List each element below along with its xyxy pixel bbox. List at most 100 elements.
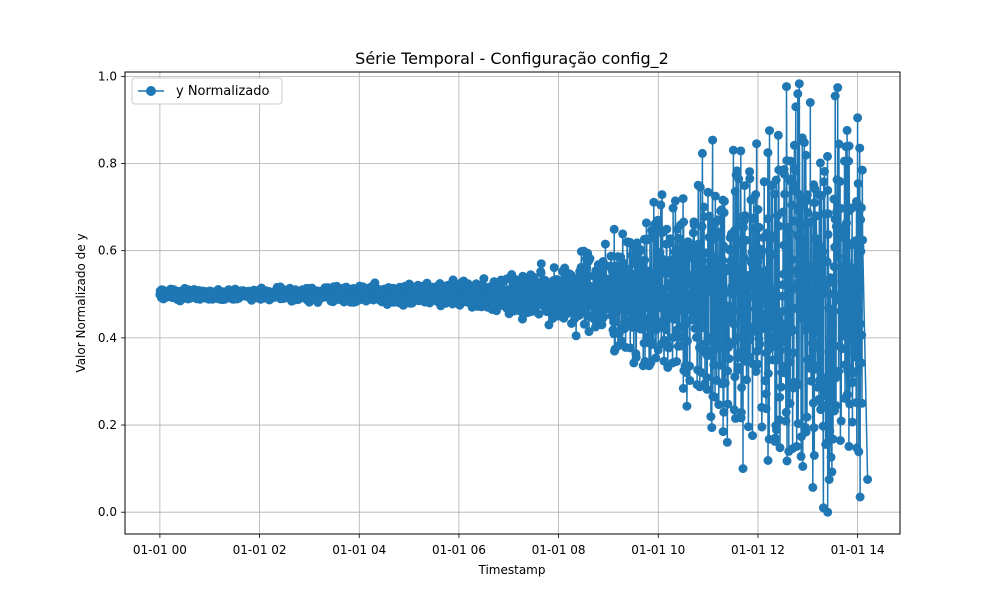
data-point — [842, 390, 852, 400]
data-point — [713, 215, 723, 225]
data-point — [656, 200, 666, 210]
data-point — [715, 360, 725, 370]
data-point — [609, 224, 619, 234]
data-point — [695, 182, 705, 192]
data-point — [776, 382, 786, 392]
data-point — [768, 292, 778, 302]
data-point — [759, 177, 769, 187]
data-point — [827, 305, 837, 315]
data-point — [682, 336, 692, 346]
data-point — [818, 421, 828, 431]
data-point — [812, 342, 822, 352]
legend-box — [131, 77, 283, 105]
data-point — [856, 246, 866, 256]
data-point — [795, 281, 805, 291]
data-point — [740, 211, 750, 221]
data-point — [668, 333, 678, 343]
data-point — [848, 377, 858, 387]
data-point — [737, 382, 747, 392]
data-point — [786, 156, 796, 166]
data-point — [754, 222, 764, 232]
data-point — [856, 358, 866, 368]
data-point — [775, 392, 785, 402]
y-tick-label: 0.6 — [98, 244, 117, 258]
data-point — [723, 399, 733, 409]
data-point — [791, 166, 800, 176]
data-point — [628, 322, 638, 332]
data-point — [611, 317, 621, 327]
data-point — [815, 295, 825, 305]
data-point — [753, 359, 762, 369]
data-point — [781, 416, 791, 426]
x-tick-label: 01-01 04 — [332, 543, 386, 557]
data-point — [792, 230, 802, 240]
x-axis-label: Timestamp — [478, 563, 546, 577]
data-point — [784, 227, 794, 237]
data-point — [753, 205, 763, 214]
data-point — [685, 376, 695, 385]
data-point — [836, 203, 846, 213]
data-point — [724, 354, 734, 364]
data-point — [763, 456, 773, 465]
x-tick-label: 01-01 06 — [432, 543, 486, 557]
data-point — [836, 416, 846, 426]
data-point — [787, 200, 797, 210]
data-point — [835, 177, 845, 186]
data-point — [788, 348, 798, 358]
y-tick-label: 0.2 — [98, 418, 117, 432]
data-point — [666, 256, 676, 266]
data-point — [830, 214, 840, 224]
data-point — [823, 185, 833, 195]
data-point — [697, 148, 707, 158]
data-point — [849, 271, 859, 281]
data-point — [843, 296, 853, 306]
data-point — [755, 339, 765, 349]
data-point — [677, 295, 687, 305]
data-point — [798, 461, 808, 471]
data-point — [534, 309, 544, 319]
data-point — [672, 357, 682, 366]
data-point — [732, 166, 742, 176]
data-point — [727, 289, 737, 299]
data-point — [769, 249, 779, 259]
data-point — [719, 407, 729, 417]
data-point — [833, 83, 843, 93]
data-point — [715, 227, 725, 237]
x-axis-ticks: 01-01 00 01-01 02 01-01 04 01-01 06 01-01 08… — [133, 534, 885, 557]
data-point — [571, 331, 581, 341]
data-point — [772, 425, 781, 435]
data-point — [846, 288, 856, 298]
data-point — [579, 319, 589, 329]
data-point — [678, 383, 688, 393]
data-point — [763, 369, 773, 378]
data-point — [827, 467, 837, 477]
data-point — [735, 307, 745, 317]
data-point — [770, 189, 780, 199]
data-point — [692, 332, 701, 342]
data-point — [831, 373, 841, 383]
data-point — [682, 401, 692, 411]
data-point — [820, 280, 830, 290]
data-point — [795, 202, 805, 211]
data-point — [776, 345, 786, 355]
data-point — [720, 378, 730, 388]
data-point — [844, 141, 854, 151]
data-point — [854, 306, 863, 316]
data-point — [813, 325, 823, 334]
data-point — [735, 288, 745, 298]
data-point — [812, 234, 822, 244]
data-point — [631, 353, 641, 362]
data-point — [769, 301, 779, 311]
data-point — [852, 366, 862, 376]
data-point — [824, 475, 834, 484]
data-point — [786, 283, 796, 292]
data-point — [729, 319, 739, 329]
data-point — [826, 452, 836, 462]
data-point — [779, 169, 789, 179]
data-point — [743, 304, 752, 314]
data-point — [758, 276, 768, 286]
data-point — [732, 240, 742, 250]
data-point — [640, 255, 650, 265]
data-point — [653, 215, 663, 225]
data-point — [844, 156, 854, 166]
